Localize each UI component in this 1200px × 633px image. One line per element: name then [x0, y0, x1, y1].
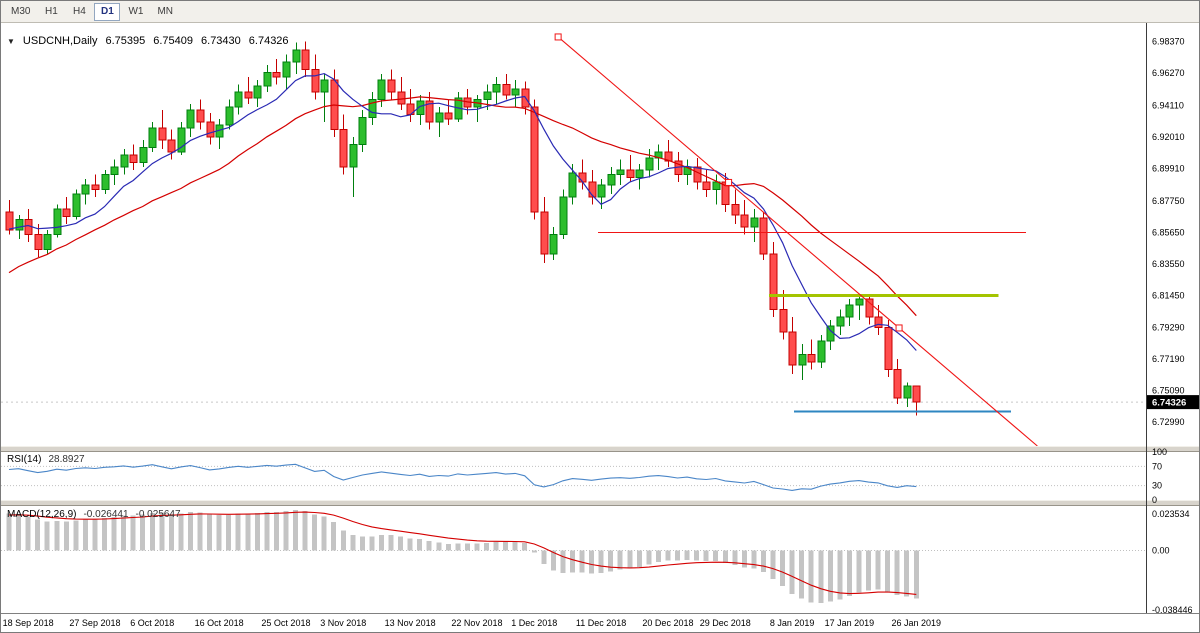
macd-histogram: [6, 510, 919, 604]
svg-text:6.96270: 6.96270: [1152, 68, 1185, 78]
timeframe-toolbar: M30 H1 H4 D1 W1 MN: [1, 1, 1199, 23]
price-axis-labels[interactable]: 6.98370 6.96270 6.94110 6.92010 6.89910 6.877…: [1152, 36, 1185, 427]
rsi-level-lines: [1, 465, 1146, 487]
svg-text:3 Nov 2018: 3 Nov 2018: [320, 618, 366, 628]
timeframe-tab-d1[interactable]: D1: [94, 2, 121, 21]
svg-text:0: 0: [1152, 495, 1157, 505]
svg-text:6.85650: 6.85650: [1152, 227, 1185, 237]
macd-axis-labels[interactable]: 0.023534 0.00 -0.038446: [1152, 509, 1193, 615]
svg-text:6.79290: 6.79290: [1152, 323, 1185, 333]
symbol-dropdown-icon[interactable]: ▼: [7, 36, 15, 46]
chart-canvas[interactable]: 6.98370 6.96270 6.94110 6.92010 6.89910 6.877…: [1, 23, 1200, 633]
rsi-axis-labels[interactable]: 100 70 30 0: [1152, 447, 1167, 505]
trendline-handles[interactable]: [554, 33, 903, 332]
svg-text:6.87750: 6.87750: [1152, 196, 1185, 206]
svg-text:20 Dec 2018: 20 Dec 2018: [642, 618, 693, 628]
svg-text:100: 100: [1152, 447, 1167, 457]
svg-text:26 Jan 2019: 26 Jan 2019: [891, 618, 941, 628]
ma-fast-line: [8, 72, 917, 351]
svg-text:6 Oct 2018: 6 Oct 2018: [130, 618, 174, 628]
svg-text:22 Nov 2018: 22 Nov 2018: [451, 618, 502, 628]
date-axis-labels[interactable]: 18 Sep 2018 27 Sep 2018 6 Oct 2018 16 Oct 2…: [3, 618, 941, 628]
rsi-line: [8, 463, 917, 491]
pane-splitter-macd[interactable]: [1, 500, 1200, 506]
svg-text:70: 70: [1152, 461, 1162, 471]
timeframe-tab-h4[interactable]: H4: [66, 3, 92, 21]
svg-text:6.77190: 6.77190: [1152, 354, 1185, 364]
svg-text:27 Sep 2018: 27 Sep 2018: [69, 618, 120, 628]
svg-text:18 Sep 2018: 18 Sep 2018: [3, 618, 54, 628]
trendline[interactable]: [557, 36, 1038, 447]
svg-text:-0.038446: -0.038446: [1152, 605, 1193, 615]
svg-text:6.98370: 6.98370: [1152, 36, 1185, 46]
svg-text:6.83550: 6.83550: [1152, 259, 1185, 269]
svg-text:0.023534: 0.023534: [1152, 509, 1190, 519]
svg-text:6.89910: 6.89910: [1152, 163, 1185, 173]
candles-layer: [5, 41, 921, 416]
svg-text:0.00: 0.00: [1152, 546, 1170, 556]
ma-slow-line: [8, 96, 917, 317]
timeframe-tab-w1[interactable]: W1: [122, 3, 149, 21]
svg-text:16 Oct 2018: 16 Oct 2018: [195, 618, 244, 628]
svg-text:6.92010: 6.92010: [1152, 132, 1185, 142]
svg-text:30: 30: [1152, 481, 1162, 491]
svg-text:25 Oct 2018: 25 Oct 2018: [261, 618, 310, 628]
svg-text:13 Nov 2018: 13 Nov 2018: [385, 618, 436, 628]
macd-signal-line: [8, 511, 917, 595]
pane-splitter-rsi[interactable]: [1, 446, 1200, 452]
timeframe-tab-mn[interactable]: MN: [151, 3, 179, 21]
current-price-badge: 6.74326: [1147, 395, 1199, 410]
svg-text:6.81450: 6.81450: [1152, 290, 1185, 300]
chart-region[interactable]: 6.98370 6.96270 6.94110 6.92010 6.89910 6.877…: [1, 23, 1200, 633]
svg-text:6.75090: 6.75090: [1152, 386, 1185, 396]
timeframe-tab-h1[interactable]: H1: [38, 3, 64, 21]
timeframe-tab-m30[interactable]: M30: [5, 3, 36, 21]
svg-text:11 Dec 2018: 11 Dec 2018: [576, 618, 626, 628]
svg-text:6.94110: 6.94110: [1152, 100, 1184, 110]
svg-text:17 Jan 2019: 17 Jan 2019: [825, 618, 875, 628]
svg-text:6.72990: 6.72990: [1152, 417, 1185, 427]
svg-text:29 Dec 2018: 29 Dec 2018: [700, 618, 751, 628]
svg-text:1 Dec 2018: 1 Dec 2018: [511, 618, 557, 628]
svg-text:6.74326: 6.74326: [1152, 398, 1186, 409]
svg-text:8 Jan 2019: 8 Jan 2019: [770, 618, 815, 628]
